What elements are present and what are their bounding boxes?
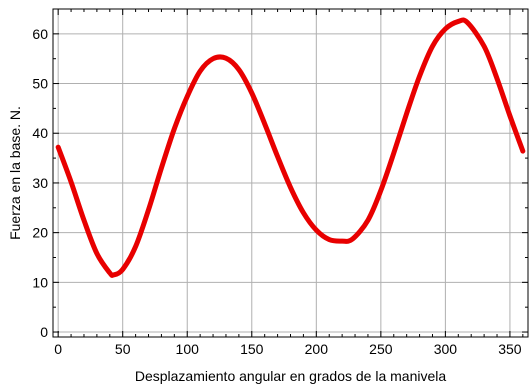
y-tick-label: 40: [32, 125, 48, 141]
x-tick-label: 150: [240, 341, 264, 357]
y-tick-label: 0: [40, 324, 48, 340]
y-tick-label: 60: [32, 26, 48, 42]
plot-frame: [52, 8, 529, 338]
x-tick-label: 200: [305, 341, 329, 357]
x-tick-label: 50: [115, 341, 131, 357]
y-tick-label: 20: [32, 225, 48, 241]
tick-labels: 0 50 100 150 200 250 300 350 0 10 20 30 40 50 60: [32, 26, 521, 357]
series-line: [55, 17, 526, 278]
y-tick-label: 50: [32, 76, 48, 92]
x-tick-label: 250: [369, 341, 393, 357]
y-axis-label: Fuerza en la base. N.: [7, 106, 23, 240]
x-tick-label: 350: [498, 341, 522, 357]
x-tick-label: 0: [54, 341, 62, 357]
y-tick-label: 30: [32, 175, 48, 191]
x-axis-label: Desplazamiento angular en grados de la m…: [135, 368, 447, 384]
y-tick-label: 10: [32, 274, 48, 290]
x-tick-label: 300: [434, 341, 458, 357]
axis-ticks: [53, 8, 528, 337]
x-tick-label: 100: [176, 341, 200, 357]
grid: [53, 9, 528, 337]
